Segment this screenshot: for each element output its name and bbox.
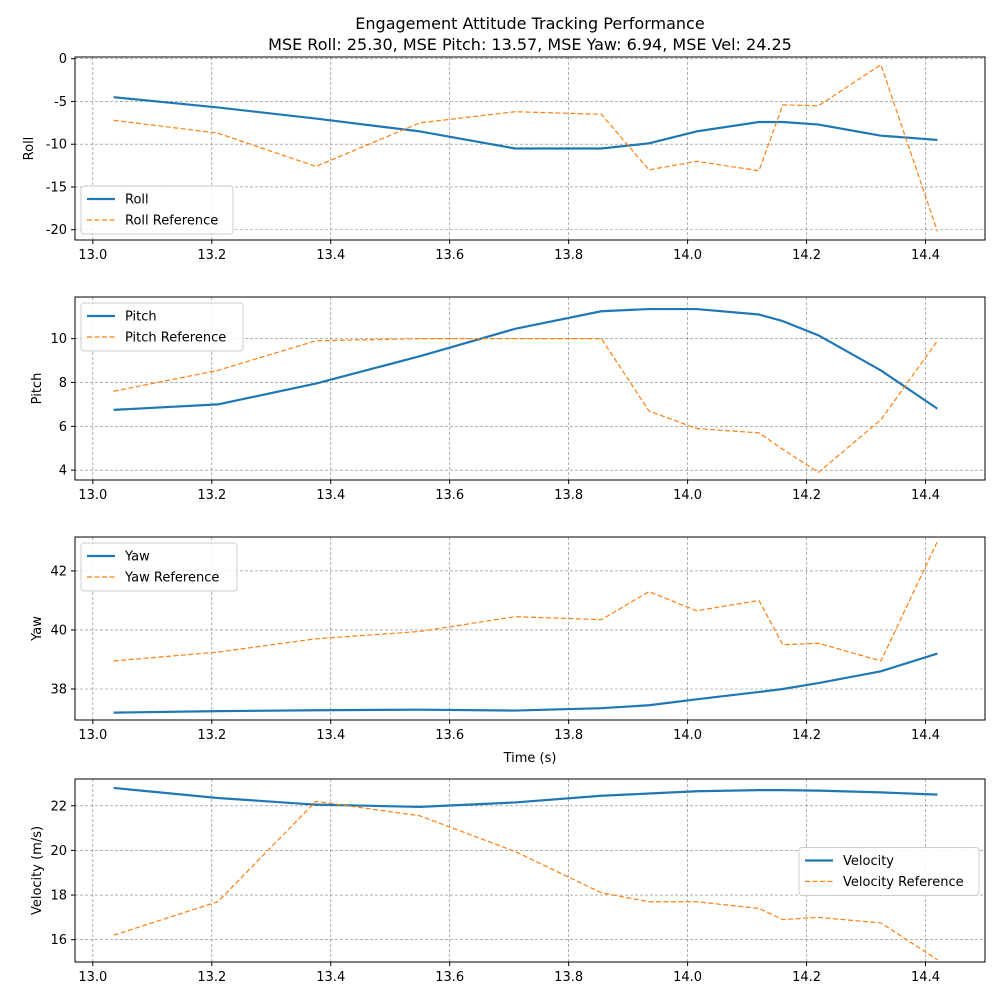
- velocity-x-tick-label: 13.0: [78, 970, 107, 985]
- roll-axes-frame: [74, 56, 986, 241]
- pitch-legend-box: [80, 302, 244, 352]
- yaw-reference-line: [113, 541, 938, 662]
- yaw-x-tick-label: 13.2: [197, 728, 226, 743]
- pitch-legend-reference-label: Pitch Reference: [125, 331, 226, 346]
- yaw-x-tick-label: 14.2: [792, 728, 821, 743]
- yaw-y-tick-label: 38: [50, 683, 67, 698]
- velocity-x-tick-label: 13.8: [554, 970, 583, 985]
- velocity-legend: Velocity Velocity Reference: [798, 847, 980, 896]
- velocity-x-tick-label: 13.4: [316, 970, 345, 985]
- velocity-y-tick-label: 20: [50, 844, 67, 859]
- roll-legend-actual-label: Roll: [125, 193, 149, 208]
- roll-x-tick-label: 14.2: [792, 248, 821, 263]
- figure-title-line1: Engagement Attitude Tracking Performance: [355, 14, 704, 33]
- velocity-x-tick-label: 14.0: [673, 970, 702, 985]
- roll-x-tick-label: 14.0: [673, 248, 702, 263]
- yaw-actual-line: [113, 652, 938, 714]
- velocity-legend-actual-label: Velocity: [843, 854, 894, 869]
- yaw-x-tick-label: 13.6: [435, 728, 464, 743]
- pitch-legend-actual-label: Pitch: [125, 310, 157, 325]
- pitch-x-tick-label: 14.0: [673, 488, 702, 503]
- pitch-x-tick-label: 13.4: [316, 488, 345, 503]
- yaw-axes-frame: [74, 536, 986, 721]
- roll-y-tick-label: 0: [59, 52, 67, 67]
- yaw-y-tick-label: 42: [50, 564, 67, 579]
- velocity-x-tick-label: 13.2: [197, 970, 226, 985]
- pitch-x-tick-label: 14.4: [911, 488, 940, 503]
- pitch-x-tick-label: 13.6: [435, 488, 464, 503]
- yaw-legend-actual-label: Yaw: [124, 550, 150, 565]
- roll-y-tick-label: -10: [46, 138, 67, 153]
- subplot-pitch: 13.0 13.2 13.4 13.6 13.8 14.0 14.2 14.4 4 6 8 10 Pit…: [30, 296, 986, 503]
- roll-legend: Roll Roll Reference: [80, 185, 234, 235]
- pitch-reference-line: [113, 338, 938, 473]
- pitch-actual-line: [113, 307, 939, 411]
- velocity-legend-box: [798, 847, 980, 896]
- roll-actual-line: [113, 96, 938, 150]
- roll-legend-reference-label: Roll Reference: [125, 214, 218, 229]
- pitch-legend: Pitch Pitch Reference: [80, 302, 244, 352]
- roll-x-tick-label: 14.4: [911, 248, 940, 263]
- yaw-x-tick-label: 14.0: [673, 728, 702, 743]
- velocity-y-tick-label: 22: [50, 799, 67, 814]
- velocity-axes-frame: [74, 778, 986, 963]
- roll-x-tick-label: 13.8: [554, 248, 583, 263]
- roll-y-tick-label: -20: [46, 223, 67, 238]
- pitch-axes-frame: [74, 296, 986, 481]
- yaw-y-tick-label: 40: [50, 623, 67, 638]
- roll-x-tick-label: 13.0: [78, 248, 107, 263]
- roll-x-tick-label: 13.2: [197, 248, 226, 263]
- yaw-legend: Yaw Yaw Reference: [80, 542, 238, 592]
- yaw-y-axis-label: Yaw: [30, 616, 45, 642]
- velocity-y-tick-label: 16: [50, 933, 67, 948]
- yaw-x-tick-label: 13.8: [554, 728, 583, 743]
- pitch-y-tick-label: 10: [50, 332, 67, 347]
- pitch-x-tick-label: 13.8: [554, 488, 583, 503]
- velocity-actual-line: [113, 786, 938, 809]
- pitch-x-tick-label: 13.2: [197, 488, 226, 503]
- figure-title-line2: MSE Roll: 25.30, MSE Pitch: 13.57, MSE Y…: [268, 35, 792, 54]
- yaw-legend-reference-label: Yaw Reference: [124, 571, 219, 586]
- subplot-yaw: 13.0 13.2 13.4 13.6 13.8 14.0 14.2 14.4 38 40 42 Ya…: [30, 536, 986, 766]
- roll-y-tick-label: -5: [54, 95, 67, 110]
- velocity-reference-line: [113, 800, 938, 961]
- velocity-y-tick-label: 18: [50, 889, 67, 904]
- pitch-y-tick-label: 4: [59, 464, 67, 479]
- roll-x-tick-label: 13.6: [435, 248, 464, 263]
- velocity-x-tick-label: 14.4: [911, 970, 940, 985]
- yaw-legend-box: [80, 542, 238, 592]
- roll-y-tick-label: -15: [46, 180, 67, 195]
- pitch-x-tick-label: 13.0: [78, 488, 107, 503]
- velocity-x-tick-label: 13.6: [435, 970, 464, 985]
- velocity-y-axis-label: Velocity (m/s): [30, 826, 45, 915]
- subplot-roll: 13.0 13.2 13.4 13.6 13.8 14.0 14.2 14.4 0 -5 -10 -1…: [22, 52, 986, 263]
- velocity-x-tick-label: 14.2: [792, 970, 821, 985]
- roll-legend-box: [80, 185, 234, 235]
- yaw-x-tick-label: 13.0: [78, 728, 107, 743]
- pitch-x-tick-label: 14.2: [792, 488, 821, 503]
- pitch-y-tick-label: 6: [59, 420, 67, 435]
- yaw-x-tick-label: 14.4: [911, 728, 940, 743]
- yaw-x-tick-label: 13.4: [316, 728, 345, 743]
- pitch-y-axis-label: Pitch: [30, 373, 45, 405]
- pitch-y-tick-label: 8: [59, 376, 67, 391]
- velocity-legend-reference-label: Velocity Reference: [843, 875, 964, 890]
- subplot-velocity: 13.0 13.2 13.4 13.6 13.8 14.0 14.2 14.4 16 18 20 22…: [30, 778, 986, 985]
- yaw-x-axis-label: Time (s): [503, 751, 557, 766]
- roll-y-axis-label: Roll: [22, 137, 37, 161]
- roll-x-tick-label: 13.4: [316, 248, 345, 263]
